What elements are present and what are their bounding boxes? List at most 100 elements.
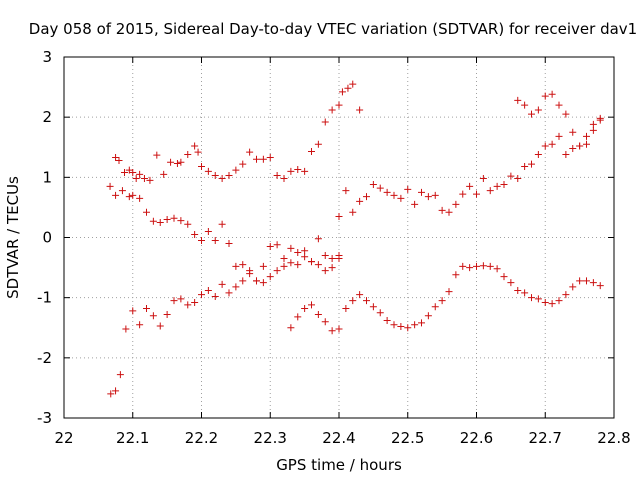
data-point — [112, 153, 120, 161]
data-point — [548, 300, 556, 308]
data-point — [541, 92, 549, 100]
data-point — [280, 175, 288, 183]
series-track-a — [106, 80, 364, 190]
data-point — [146, 176, 154, 184]
data-point — [204, 286, 212, 294]
data-point — [301, 247, 309, 255]
data-point — [308, 147, 315, 155]
data-point — [266, 153, 274, 161]
data-point — [314, 235, 322, 243]
data-point — [534, 295, 542, 303]
data-point — [569, 283, 577, 291]
data-point — [129, 169, 137, 177]
data-point — [363, 297, 370, 305]
data-point — [314, 261, 322, 269]
data-point — [555, 101, 563, 109]
chart-title: Day 058 of 2015, Sidereal Day-to-day VTE… — [29, 20, 637, 38]
x-tick-label: 22 — [54, 429, 73, 447]
x-tick-label: 22.8 — [597, 429, 630, 447]
data-point — [191, 298, 199, 306]
data-point — [528, 160, 535, 168]
data-point — [280, 262, 288, 270]
data-point — [438, 297, 446, 305]
data-point — [218, 220, 226, 228]
data-point — [140, 175, 148, 183]
data-point — [143, 208, 150, 216]
data-point — [452, 200, 460, 208]
data-point — [376, 184, 384, 192]
y-tick-label: -3 — [37, 409, 52, 427]
x-tick-label: 22.1 — [116, 429, 149, 447]
data-point — [411, 200, 419, 208]
data-point — [273, 241, 281, 249]
data-point — [232, 262, 240, 270]
data-point — [562, 291, 570, 299]
y-tick-label: 0 — [42, 229, 52, 247]
series-track-f — [514, 90, 604, 150]
data-point — [287, 324, 295, 332]
data-point — [349, 297, 357, 305]
data-point — [225, 172, 233, 180]
data-point — [459, 262, 467, 270]
data-point — [301, 167, 309, 175]
data-point — [328, 327, 336, 335]
data-point — [194, 148, 202, 156]
data-point — [308, 301, 315, 309]
data-point — [338, 88, 346, 96]
data-point — [314, 311, 322, 319]
y-tick-label: 1 — [42, 168, 52, 186]
data-point — [294, 166, 302, 174]
data-point — [239, 277, 247, 285]
data-point — [569, 144, 577, 152]
data-point — [589, 279, 597, 287]
data-point — [335, 252, 343, 260]
data-point — [589, 120, 597, 128]
data-point — [177, 217, 185, 225]
data-point — [493, 182, 501, 190]
data-point — [308, 258, 315, 266]
data-point — [246, 270, 254, 278]
data-point — [569, 128, 577, 136]
data-point — [153, 151, 161, 159]
data-point — [479, 262, 487, 270]
data-point — [562, 150, 570, 158]
x-tick-label: 22.7 — [529, 429, 562, 447]
data-point — [184, 150, 192, 158]
data-point — [328, 106, 336, 114]
data-point — [555, 132, 563, 140]
data-point — [287, 167, 295, 175]
data-point — [198, 291, 205, 299]
data-point — [136, 194, 144, 202]
data-point — [328, 255, 336, 263]
x-tick-label: 22.3 — [254, 429, 287, 447]
series-track-c — [107, 252, 343, 398]
data-point — [177, 295, 185, 303]
data-point — [167, 158, 175, 166]
data-point — [259, 279, 267, 287]
data-point — [452, 271, 460, 279]
data-point — [466, 264, 474, 272]
data-point — [335, 101, 343, 109]
series-track-d — [287, 262, 604, 335]
data-point — [507, 172, 515, 180]
data-point — [129, 191, 137, 199]
data-point — [596, 282, 604, 290]
data-point — [121, 169, 128, 177]
data-point — [321, 318, 329, 326]
data-point — [232, 166, 240, 174]
data-point — [369, 303, 377, 311]
data-point — [294, 313, 302, 321]
x-tick-label: 22.2 — [185, 429, 218, 447]
x-tick-label: 22.5 — [391, 429, 424, 447]
data-point — [404, 324, 412, 332]
data-point — [349, 208, 357, 216]
data-point — [431, 191, 439, 199]
data-point — [576, 142, 584, 150]
y-tick-label: -1 — [37, 289, 52, 307]
data-point — [473, 190, 480, 198]
x-tick-label: 22.4 — [322, 429, 355, 447]
data-point — [473, 262, 480, 270]
data-point — [253, 155, 260, 163]
data-point — [418, 319, 425, 327]
